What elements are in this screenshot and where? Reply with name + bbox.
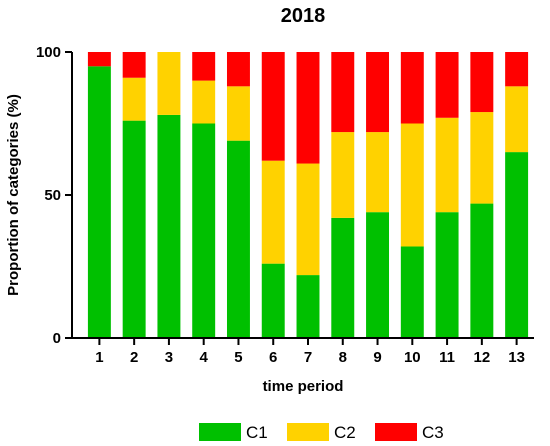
y-tick-label-0: 0: [53, 330, 61, 347]
bar-segment-c3-13: [505, 52, 529, 87]
bar-segment-c2-7: [296, 163, 320, 276]
bar-segment-c2-10: [400, 123, 424, 247]
legend-label-c1: C1: [246, 423, 268, 442]
bar-segment-c1-5: [226, 140, 250, 338]
bar-segment-c1-12: [470, 203, 494, 338]
bar-segment-c1-9: [366, 212, 390, 338]
bar-segment-c3-4: [192, 52, 216, 81]
legend-swatch-c1: [199, 423, 241, 441]
bar-segment-c2-9: [366, 132, 390, 213]
bars-group: [87, 52, 529, 339]
bar-segment-c2-12: [470, 112, 494, 204]
bar-segment-c1-1: [87, 66, 111, 339]
legend-label-c3: C3: [422, 423, 444, 442]
bar-segment-c3-2: [122, 52, 146, 78]
chart-title: 2018: [281, 5, 326, 27]
bar-segment-c2-13: [505, 86, 529, 153]
bar-segment-c3-8: [331, 52, 355, 133]
x-tick-label-4: 4: [200, 349, 209, 366]
y-tick-label-100: 100: [36, 44, 61, 61]
bar-segment-c3-1: [87, 52, 111, 67]
bar-segment-c3-6: [261, 52, 285, 161]
bar-segment-c1-11: [435, 212, 459, 338]
bar-segment-c1-13: [505, 152, 529, 338]
legend-swatch-c3: [375, 423, 417, 441]
x-tick-label-6: 6: [269, 349, 277, 366]
x-tick-label-3: 3: [165, 349, 173, 366]
bar-segment-c2-5: [226, 86, 250, 141]
x-tick-label-5: 5: [234, 349, 242, 366]
y-axis-label: Proportion of categories (%): [5, 94, 22, 296]
y-tick-label-50: 50: [44, 187, 61, 204]
bar-segment-c1-10: [400, 246, 424, 338]
bar-segment-c3-7: [296, 52, 320, 164]
legend-label-c2: C2: [334, 423, 356, 442]
x-tick-label-2: 2: [130, 349, 138, 366]
legend: C1 C2 C3: [199, 423, 444, 442]
x-tick-label-1: 1: [95, 349, 103, 366]
x-tick-label-13: 13: [508, 349, 525, 366]
bar-segment-c2-8: [331, 132, 355, 218]
bar-segment-c1-4: [192, 123, 216, 338]
x-tick-label-7: 7: [304, 349, 312, 366]
bar-segment-c2-11: [435, 117, 459, 213]
x-tick-label-8: 8: [339, 349, 347, 366]
bar-segment-c2-2: [122, 77, 146, 121]
bar-segment-c2-3: [157, 52, 181, 115]
bar-segment-c3-5: [226, 52, 250, 87]
bar-segment-c1-6: [261, 263, 285, 338]
x-tick-label-10: 10: [404, 349, 421, 366]
bar-segment-c1-3: [157, 114, 181, 338]
bar-segment-c3-12: [470, 52, 494, 113]
bar-segment-c1-8: [331, 217, 355, 338]
bar-segment-c3-11: [435, 52, 459, 118]
bar-segment-c2-4: [192, 80, 216, 124]
bar-segment-c3-9: [366, 52, 390, 133]
bar-segment-c1-7: [296, 275, 320, 338]
bar-segment-c1-2: [122, 120, 146, 338]
x-tick-label-12: 12: [474, 349, 491, 366]
bar-segment-c3-10: [400, 52, 424, 124]
x-tick-label-11: 11: [439, 349, 455, 366]
x-tick-label-9: 9: [373, 349, 381, 366]
legend-swatch-c2: [287, 423, 329, 441]
x-axis-label: time period: [263, 378, 344, 395]
bar-segment-c2-6: [261, 160, 285, 264]
